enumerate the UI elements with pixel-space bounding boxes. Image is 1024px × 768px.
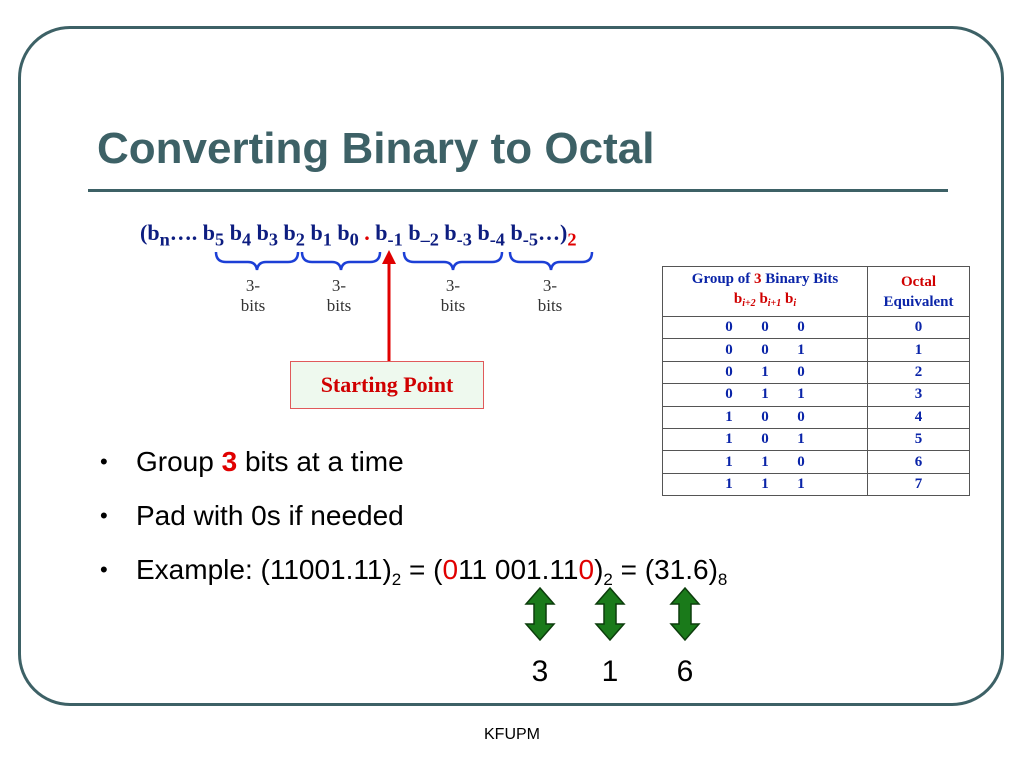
group-label-2: 3- bits — [326, 276, 352, 315]
bit-value: 0 — [761, 431, 769, 448]
starting-point-arrow — [382, 250, 396, 362]
group-label-3: 3- bits — [440, 276, 466, 315]
bit-value: 0 — [725, 363, 733, 380]
bit-value: 1 — [797, 431, 805, 448]
bit-value: 0 — [797, 319, 805, 336]
bit-value: 0 — [725, 319, 733, 336]
table-row: 0 0 1 1 — [662, 338, 970, 362]
group-label-4: 3- bits — [537, 276, 563, 315]
binary-bits-cell: 1 0 0 — [662, 405, 868, 429]
bit-value: 1 — [761, 386, 769, 403]
octal-value-cell: 2 — [867, 360, 970, 385]
binary-bits-cell: 0 0 0 — [662, 315, 868, 340]
binary-index-formula: (bn…. b5 b4 b3 b2 b1 b0 . b-1 b–2 b-3 b-… — [140, 220, 577, 250]
bit-value: 0 — [797, 408, 805, 425]
bit-value: 0 — [725, 341, 733, 358]
slide-frame — [18, 26, 1004, 706]
binary-bits-cell: 0 1 0 — [662, 360, 868, 385]
table-row: 0 1 1 3 — [662, 383, 970, 407]
brace-group-3 — [402, 251, 504, 271]
bit-value: 0 — [725, 386, 733, 403]
header-octal-equivalent: Octal Equivalent — [867, 266, 970, 317]
bit-value: 1 — [797, 386, 805, 403]
brace-group-2 — [300, 251, 382, 271]
bit-value: 1 — [725, 408, 733, 425]
footer-text: KFUPM — [484, 726, 540, 743]
binary-bits-cell: 1 0 1 — [662, 427, 868, 452]
bit-value: 1 — [761, 453, 769, 470]
binary-point: . — [358, 220, 376, 245]
bullet-pad-zeros: Pad with 0s if needed — [100, 496, 727, 550]
bit-value: 0 — [761, 408, 769, 425]
slide-title: Converting Binary to Octal — [97, 124, 655, 173]
bit-value: 0 — [797, 453, 805, 470]
octal-value-cell: 0 — [867, 315, 970, 340]
binary-bits-cell: 0 1 1 — [662, 383, 868, 407]
table-row: 0 0 0 0 — [662, 315, 970, 340]
brace-group-1 — [214, 251, 300, 271]
bit-value: 1 — [725, 475, 733, 492]
bullet-group-bits: Group 3 bits at a time — [100, 442, 727, 496]
table-row: 1 0 0 4 — [662, 405, 970, 429]
header-binary-bits: Group of 3 Binary Bits bi+2 bi+1 bi — [662, 266, 868, 317]
bullet-list: Group 3 bits at a time Pad with 0s if ne… — [100, 442, 727, 604]
table-row: 0 1 0 2 — [662, 360, 970, 385]
bit-value: 0 — [761, 319, 769, 336]
bit-value: 1 — [725, 453, 733, 470]
starting-point-box: Starting Point — [290, 361, 484, 409]
bit-value: 0 — [797, 363, 805, 380]
table-header-row: Group of 3 Binary Bits bi+2 bi+1 bi Octa… — [662, 266, 970, 317]
bit-value: 1 — [761, 475, 769, 492]
group-label-1: 3- bits — [240, 276, 266, 315]
bit-value: 1 — [725, 431, 733, 448]
binary-octal-table: Group of 3 Binary Bits bi+2 bi+1 bi Octa… — [662, 266, 970, 497]
result-digit-3: 3 — [531, 655, 549, 688]
bit-value: 1 — [797, 475, 805, 492]
bullet-example: Example: (11001.11)2 = (011 001.110)2 = … — [100, 550, 727, 604]
binary-bits-cell: 0 0 1 — [662, 338, 868, 362]
table-row: 1 0 1 5 — [662, 427, 970, 452]
result-digit-6: 6 — [676, 655, 694, 688]
bit-value: 0 — [761, 341, 769, 358]
octal-value-cell: 5 — [867, 427, 970, 452]
octal-value-cell: 7 — [867, 472, 970, 497]
octal-value-cell: 6 — [867, 450, 970, 474]
octal-value-cell: 3 — [867, 383, 970, 407]
result-digit-1: 1 — [601, 655, 619, 688]
title-underline — [88, 189, 948, 192]
octal-value-cell: 1 — [867, 338, 970, 362]
bit-value: 1 — [797, 341, 805, 358]
octal-value-cell: 4 — [867, 405, 970, 429]
bit-value: 1 — [761, 363, 769, 380]
brace-group-4 — [508, 251, 594, 271]
